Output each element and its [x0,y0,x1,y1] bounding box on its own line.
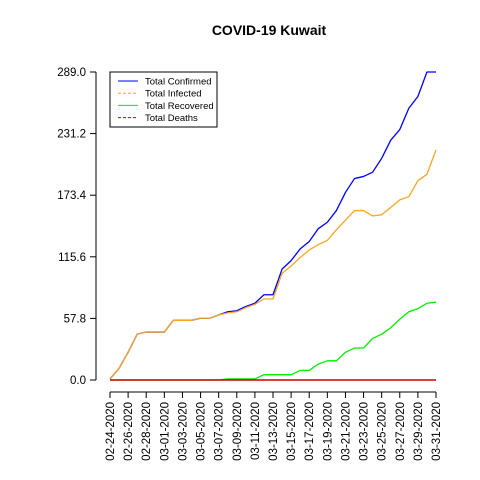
x-tick-label: 03-19-2020 [322,402,334,461]
x-tick-label: 03-11-2020 [250,402,262,460]
x-tick-label: 03-01-2020 [159,402,171,461]
series-line-total-recovered [110,301,437,381]
x-tick-label: 03-07-2020 [214,402,226,461]
series-layer [109,71,437,381]
y-tick-label: 57.8 [64,313,86,325]
x-tick-label: 02-24-2020 [105,402,117,461]
y-tick-label: 231.2 [57,129,86,141]
x-tick-label: 02-26-2020 [123,402,135,461]
x-tick-label: 03-09-2020 [232,402,244,461]
y-tick-label: 0.0 [70,375,86,387]
x-axis: 02-24-2020 02-26-2020 02-28-2020 03-01-2020… [105,391,443,461]
y-tick-label: 289.0 [57,67,86,79]
legend-label: Total Confirmed [145,77,212,88]
series-line-total-infected [109,149,437,380]
legend-label: Total Deaths [145,113,198,124]
chart-title: COVID-19 Kuwait [212,22,327,38]
x-tick-label: 03-25-2020 [377,402,389,461]
x-tick-label: 03-31-2020 [431,402,443,461]
x-tick-label: 03-29-2020 [413,402,425,461]
legend-label: Total Recovered [145,101,214,112]
y-tick-label: 115.6 [58,252,86,264]
x-tick-label: 02-28-2020 [141,402,153,461]
x-tick-label: 03-15-2020 [286,402,298,461]
x-tick-label: 03-21-2020 [340,402,352,461]
x-tick-label: 03-23-2020 [359,402,371,461]
x-tick-label: 03-27-2020 [395,402,407,461]
x-tick-label: 03-17-2020 [304,402,316,461]
x-tick-label: 03-05-2020 [196,402,208,461]
x-tick-label: 03-13-2020 [268,402,280,461]
y-axis: 0.0 57.8 115.6 173.4 231.2 289.0 [57,67,97,387]
legend-label: Total Infected [145,89,202,100]
y-tick-label: 173.4 [57,190,86,202]
x-tick-label: 03-03-2020 [177,402,189,461]
